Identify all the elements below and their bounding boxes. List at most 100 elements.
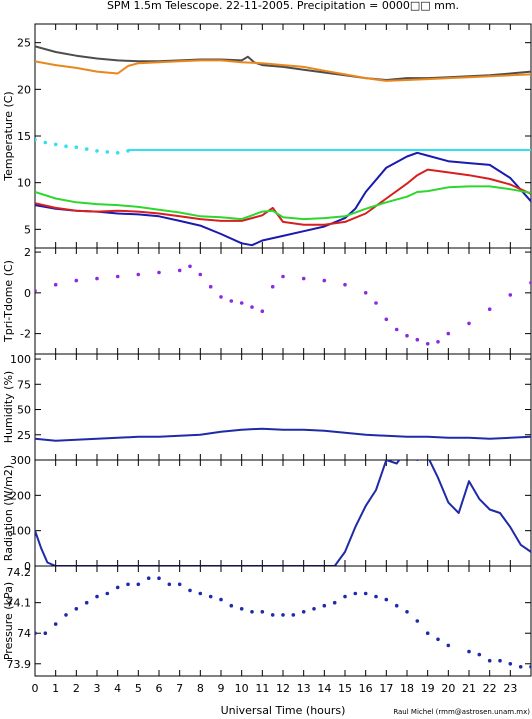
data-point	[529, 280, 531, 285]
data-point	[301, 610, 306, 614]
data-point	[384, 597, 389, 602]
panels: 5 10 15 20 25 Temperature (C) -2 0 2 Tpri-Tdome (…	[2, 23, 532, 677]
data-point	[95, 149, 99, 153]
y-axis-label: Temperature (C)	[2, 91, 15, 181]
data-point	[467, 321, 471, 326]
panel-frame	[34, 459, 532, 567]
y-tick-label: 25	[17, 37, 31, 50]
data-point	[446, 643, 451, 648]
x-tick-label: 21	[462, 682, 476, 695]
data-point	[239, 607, 244, 611]
data-point	[157, 576, 161, 580]
y-tick-label: 74.1	[7, 597, 32, 610]
data-point	[177, 582, 182, 587]
x-tick-label: 6	[156, 682, 163, 695]
data-point	[425, 342, 430, 346]
data-point	[322, 278, 327, 283]
data-point	[136, 272, 141, 277]
y-tick-label: 74.2	[7, 566, 32, 579]
data-point	[415, 619, 420, 623]
y-tick-label: 20	[17, 83, 31, 96]
data-point	[35, 631, 37, 635]
data-point	[394, 327, 399, 332]
data-point	[35, 289, 37, 293]
y-tick-label: 50	[17, 404, 31, 417]
y-tick-label: 100	[10, 525, 31, 538]
x-tick-label: 5	[135, 682, 142, 695]
x-tick-label: 9	[218, 682, 225, 695]
data-point	[105, 591, 110, 596]
data-point	[43, 140, 48, 145]
data-point	[374, 301, 378, 305]
data-point	[74, 607, 79, 611]
data-point	[343, 594, 347, 599]
x-tick-label: 1	[52, 682, 59, 695]
data-point	[374, 594, 378, 599]
data-point	[415, 337, 420, 342]
data-point	[446, 331, 451, 336]
data-point	[74, 145, 79, 149]
data-point	[198, 591, 203, 596]
data-point	[508, 662, 513, 666]
data-point	[95, 594, 99, 599]
x-tick-label: 8	[197, 682, 204, 695]
series-group	[35, 427, 531, 442]
data-point	[208, 594, 213, 599]
data-point	[105, 150, 110, 154]
x-tick-label: 7	[176, 682, 183, 695]
data-point	[425, 631, 430, 635]
y-axis-label: Pressure (kPa)	[2, 582, 15, 660]
y-axis-label: Radiation (W/m2)	[2, 465, 15, 561]
x-tick-label: 4	[114, 682, 121, 695]
series-line-4	[35, 151, 531, 247]
data-point	[188, 588, 192, 593]
y-axis-label: Tpri-Tdome (C)	[2, 260, 15, 343]
y-tick-label: 5	[24, 223, 31, 236]
x-tick-label: 15	[338, 682, 352, 695]
x-tick-label: 12	[276, 682, 290, 695]
x-tick-label: 13	[297, 682, 311, 695]
y-tick-label: 0	[24, 287, 31, 300]
panel-1: -2 0 2 Tpri-Tdome (C)	[2, 246, 532, 355]
x-tick-label: 16	[359, 682, 373, 695]
data-point	[126, 582, 130, 587]
panel-frame	[34, 247, 532, 355]
data-point	[43, 631, 48, 635]
y-tick-label: 15	[17, 130, 31, 143]
x-axis-label: Universal Time (hours)	[221, 704, 346, 717]
x-axis: 0 1 2 3 4 5 6 7 8 9 10 11 12 13 14 15 16 17 18 19 20 21 22 23	[32, 682, 518, 695]
panel-frame	[34, 565, 532, 677]
data-point	[250, 305, 254, 309]
y-tick-label: 25	[17, 429, 31, 442]
series-group	[35, 264, 531, 346]
y-axis-label: Humidity (%)	[2, 371, 15, 443]
data-point	[394, 603, 399, 608]
data-point	[229, 603, 234, 608]
y-tick-label: 300	[10, 454, 31, 467]
panel-frame	[34, 23, 532, 249]
data-point	[239, 301, 244, 305]
data-point	[467, 649, 471, 654]
data-point	[487, 307, 492, 312]
y-tick-label: 0	[24, 560, 31, 573]
data-point	[301, 276, 306, 281]
data-point	[405, 333, 409, 338]
data-point	[74, 278, 79, 283]
x-tick-label: 17	[379, 682, 393, 695]
data-point	[363, 591, 368, 596]
data-point	[64, 144, 68, 149]
y-tick-label: 200	[10, 489, 31, 502]
data-point	[498, 658, 502, 663]
data-point	[177, 268, 182, 273]
data-point	[53, 282, 58, 287]
panel-2: 25 50 75 100 Humidity (%)	[2, 353, 532, 461]
x-tick-label: 3	[94, 682, 101, 695]
figure-title: SPM 1.5m Telescope. 22-11-2005. Precipit…	[107, 0, 459, 12]
y-tick-label: -2	[20, 328, 31, 341]
x-tick-label: 0	[32, 682, 39, 695]
credit-label: Raul Michel (rmm@astrosen.unam.mx)	[393, 708, 530, 716]
data-point	[405, 610, 409, 614]
panel-0: 5 10 15 20 25 Temperature (C)	[2, 23, 532, 249]
x-tick-label: 10	[235, 682, 249, 695]
data-point	[167, 582, 172, 587]
